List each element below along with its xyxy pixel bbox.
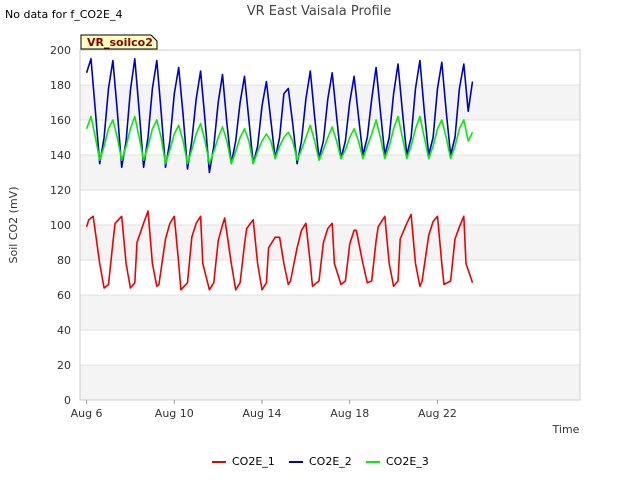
series-line-co2e-1 [85,210,474,291]
y-tick-label: 200 [50,44,71,57]
series-line-co2e-2 [85,58,474,174]
plot-band [80,365,580,400]
x-tick-label: Aug 18 [330,407,369,420]
plot-background [80,50,580,400]
legend-label: CO2E_3 [386,455,429,468]
plot-band [80,190,580,225]
y-tick-label: 0 [64,394,71,407]
plot-band [80,260,580,295]
y-tick-label: 180 [50,79,71,92]
plot-band [80,50,580,85]
plot-band [80,155,580,190]
plot-band [80,225,580,260]
x-tick-label: Aug 14 [243,407,282,420]
x-tick-label: Aug 10 [155,407,194,420]
legend: CO2E_1 CO2E_2 CO2E_3 [212,455,429,468]
series-layer [85,58,474,291]
y-tick-label: 120 [50,184,71,197]
no-data-note: No data for f_CO2E_4 [5,8,123,21]
y-axis: 0 20 40 60 80 100 120 140 160 180 200 [50,44,71,407]
y-tick-label: 160 [50,114,71,127]
y-tick-label: 20 [57,359,71,372]
x-tick-label: Aug 6 [71,407,103,420]
y-tick-label: 60 [57,289,71,302]
y-tick-label: 40 [57,324,71,337]
legend-label: CO2E_2 [309,455,352,468]
badge-box [80,34,158,50]
plot-frame [79,49,581,401]
y-tick-label: 140 [50,149,71,162]
badge-label: VR_soilco2 [87,36,153,49]
y-axis-label: Soil CO2 (mV) [7,187,20,264]
plot-band [80,295,580,330]
plot-band [80,330,580,365]
x-axis: Aug 6 Aug 10 Aug 14 Aug 18 Aug 22 [71,400,457,420]
station-badge: VR_soilco2 [80,34,158,50]
chart-title: VR East Vaisala Profile [247,4,392,19]
x-tick-label: Aug 22 [418,407,457,420]
x-axis-label: Time [552,423,580,436]
series-line-co2e-3 [85,115,474,165]
legend-label: CO2E_1 [232,455,275,468]
y-tick-label: 100 [50,219,71,232]
plot-band [80,85,580,120]
y-tick-label: 80 [57,254,71,267]
